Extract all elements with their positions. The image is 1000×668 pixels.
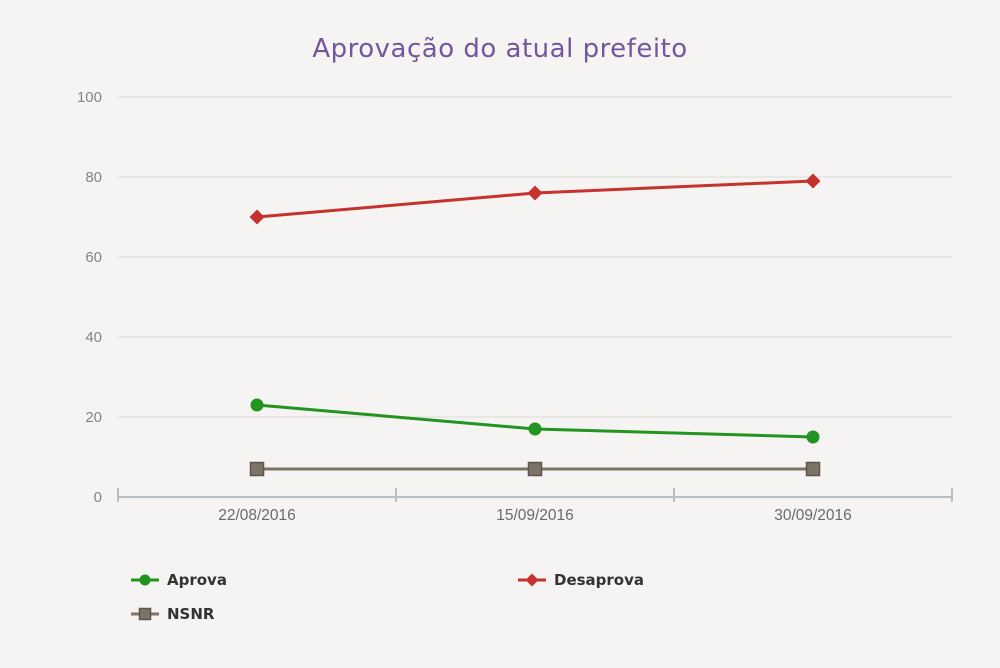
y-axis-tick-label-0: 0 <box>94 489 102 506</box>
legend-item-nsnr[interactable]: NSNR <box>130 604 214 624</box>
legend-symbol-nsnr <box>138 607 152 621</box>
legend-label-nsnr: NSNR <box>167 605 215 623</box>
legend-marker-svg-desaprova <box>518 573 546 587</box>
legend-marker-nsnr-icon <box>130 606 160 622</box>
chart-title: Aprovação do atual prefeito <box>312 34 688 64</box>
legend-symbol-desaprova <box>525 573 539 587</box>
y-axis-tick-label-60: 60 <box>85 249 102 266</box>
data-point-nsnr-0[interactable] <box>249 461 265 477</box>
data-point-aprova-0[interactable] <box>250 398 264 412</box>
x-axis-label-15-09-2016: 15/09/2016 <box>496 507 574 524</box>
y-axis-tick-label-80: 80 <box>85 169 102 186</box>
legend-marker-svg-nsnr <box>131 607 159 621</box>
data-point-desaprova-0[interactable] <box>249 209 265 225</box>
data-point-aprova-1[interactable] <box>528 422 542 436</box>
x-axis-label-22-08-2016: 22/08/2016 <box>218 507 296 524</box>
data-point-nsnr-1[interactable] <box>527 461 543 477</box>
data-point-nsnr-2[interactable] <box>805 461 821 477</box>
y-axis-tick-label-100: 100 <box>77 89 102 106</box>
data-point-aprova-2[interactable] <box>806 430 820 444</box>
data-point-desaprova-2[interactable] <box>805 173 821 189</box>
legend-item-aprova[interactable]: Aprova <box>130 570 227 590</box>
y-axis-tick-label-20: 20 <box>85 409 102 426</box>
legend-label-desaprova: Desaprova <box>554 571 645 589</box>
x-axis-label-30-09-2016: 30/09/2016 <box>774 507 852 524</box>
legend-marker-aprova-icon <box>130 572 160 588</box>
legend-label-aprova: Aprova <box>167 571 227 589</box>
y-axis-tick-label-40: 40 <box>85 329 102 346</box>
legend-symbol-aprova <box>139 574 151 586</box>
legend-marker-desaprova-icon <box>517 572 547 588</box>
data-point-desaprova-1[interactable] <box>527 185 543 201</box>
legend-item-desaprova[interactable]: Desaprova <box>517 570 644 590</box>
legend-marker-svg-aprova <box>131 574 159 586</box>
